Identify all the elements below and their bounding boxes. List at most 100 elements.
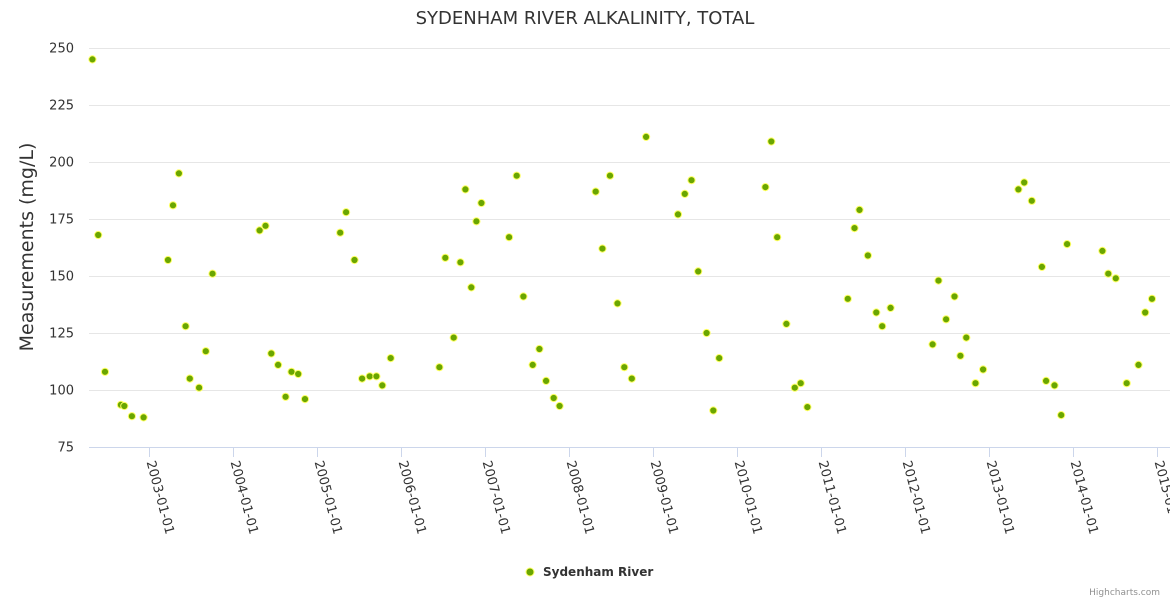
data-point[interactable]	[1020, 178, 1029, 187]
data-point[interactable]	[863, 251, 873, 260]
data-point[interactable]	[100, 367, 110, 376]
data-point[interactable]	[435, 363, 444, 372]
data-point[interactable]	[358, 374, 367, 383]
data-point[interactable]	[1141, 308, 1150, 317]
data-point[interactable]	[928, 340, 937, 349]
data-point[interactable]	[274, 360, 283, 369]
data-point[interactable]	[761, 183, 770, 192]
data-point[interactable]	[773, 233, 782, 242]
data-point[interactable]	[267, 349, 276, 358]
data-point[interactable]	[1014, 185, 1023, 194]
data-point[interactable]	[598, 244, 607, 253]
data-point[interactable]	[673, 210, 683, 219]
data-point[interactable]	[872, 308, 881, 317]
data-point[interactable]	[505, 233, 514, 242]
data-point[interactable]	[942, 315, 951, 324]
data-point[interactable]	[591, 187, 600, 196]
data-point[interactable]	[971, 379, 980, 388]
data-point[interactable]	[350, 255, 359, 265]
data-point[interactable]	[796, 379, 805, 388]
data-point[interactable]	[680, 189, 689, 198]
data-point[interactable]	[365, 372, 374, 381]
data-point[interactable]	[181, 322, 190, 331]
data-point[interactable]	[620, 363, 629, 372]
data-point[interactable]	[372, 372, 381, 381]
data-point[interactable]	[467, 283, 476, 292]
data-point[interactable]	[120, 401, 129, 411]
data-point[interactable]	[519, 292, 528, 301]
data-point[interactable]	[477, 198, 486, 208]
legend-item-label[interactable]: Sydenham River	[543, 565, 653, 579]
data-point[interactable]	[855, 205, 864, 214]
data-point[interactable]	[702, 328, 711, 338]
data-point[interactable]	[342, 208, 351, 217]
data-point[interactable]	[386, 354, 395, 363]
data-point[interactable]	[627, 374, 636, 383]
data-point[interactable]	[956, 351, 965, 360]
data-point[interactable]	[886, 303, 895, 312]
credits-link[interactable]: Highcharts.com	[1089, 588, 1160, 598]
data-point[interactable]	[287, 367, 296, 376]
data-point[interactable]	[336, 228, 345, 237]
data-point[interactable]	[1122, 379, 1131, 388]
data-point[interactable]	[1104, 269, 1113, 278]
data-point[interactable]	[88, 55, 97, 64]
data-point[interactable]	[127, 412, 136, 421]
data-point[interactable]	[300, 395, 310, 404]
data-point[interactable]	[185, 374, 194, 383]
data-point[interactable]	[850, 224, 859, 233]
data-point[interactable]	[174, 169, 183, 178]
data-point[interactable]	[613, 299, 622, 308]
data-point[interactable]	[255, 226, 264, 235]
legend[interactable]: Sydenham River	[525, 565, 653, 579]
data-point[interactable]	[441, 253, 450, 262]
data-point[interactable]	[687, 176, 696, 185]
data-point[interactable]	[790, 383, 799, 392]
data-point[interactable]	[1098, 246, 1107, 255]
data-point[interactable]	[456, 258, 465, 267]
data-point[interactable]	[542, 376, 551, 385]
data-point[interactable]	[512, 171, 521, 180]
data-point[interactable]	[535, 344, 544, 354]
data-point[interactable]	[843, 294, 852, 303]
data-point[interactable]	[1147, 294, 1157, 303]
data-point[interactable]	[715, 354, 724, 363]
data-point[interactable]	[378, 381, 387, 390]
data-point[interactable]	[261, 221, 270, 230]
data-point[interactable]	[294, 369, 303, 379]
data-point[interactable]	[1050, 381, 1059, 390]
data-point[interactable]	[1027, 196, 1036, 205]
data-point[interactable]	[94, 230, 103, 240]
data-point[interactable]	[709, 406, 718, 415]
data-point[interactable]	[195, 383, 204, 392]
data-point[interactable]	[694, 267, 703, 276]
data-point[interactable]	[168, 201, 178, 210]
data-point[interactable]	[803, 403, 812, 412]
data-point[interactable]	[1134, 360, 1143, 369]
data-point[interactable]	[528, 360, 537, 369]
data-point[interactable]	[163, 255, 173, 265]
data-point[interactable]	[1063, 240, 1072, 249]
data-point[interactable]	[934, 276, 943, 285]
data-point[interactable]	[1037, 262, 1047, 271]
data-point[interactable]	[979, 365, 988, 374]
data-point[interactable]	[767, 137, 776, 146]
data-point[interactable]	[642, 132, 651, 141]
data-point[interactable]	[208, 269, 217, 278]
data-point[interactable]	[461, 185, 470, 194]
data-point[interactable]	[139, 413, 148, 422]
data-point[interactable]	[281, 392, 290, 401]
data-point[interactable]	[555, 401, 564, 411]
data-point[interactable]	[472, 217, 481, 226]
data-point[interactable]	[1111, 274, 1120, 283]
data-point[interactable]	[782, 319, 791, 328]
data-point[interactable]	[449, 333, 458, 342]
data-point[interactable]	[1057, 411, 1066, 420]
data-point[interactable]	[962, 333, 971, 342]
data-point[interactable]	[549, 393, 558, 403]
data-point[interactable]	[878, 322, 887, 331]
data-point[interactable]	[1042, 376, 1051, 385]
data-point[interactable]	[950, 292, 959, 301]
data-point[interactable]	[605, 171, 615, 180]
data-point[interactable]	[201, 347, 210, 356]
